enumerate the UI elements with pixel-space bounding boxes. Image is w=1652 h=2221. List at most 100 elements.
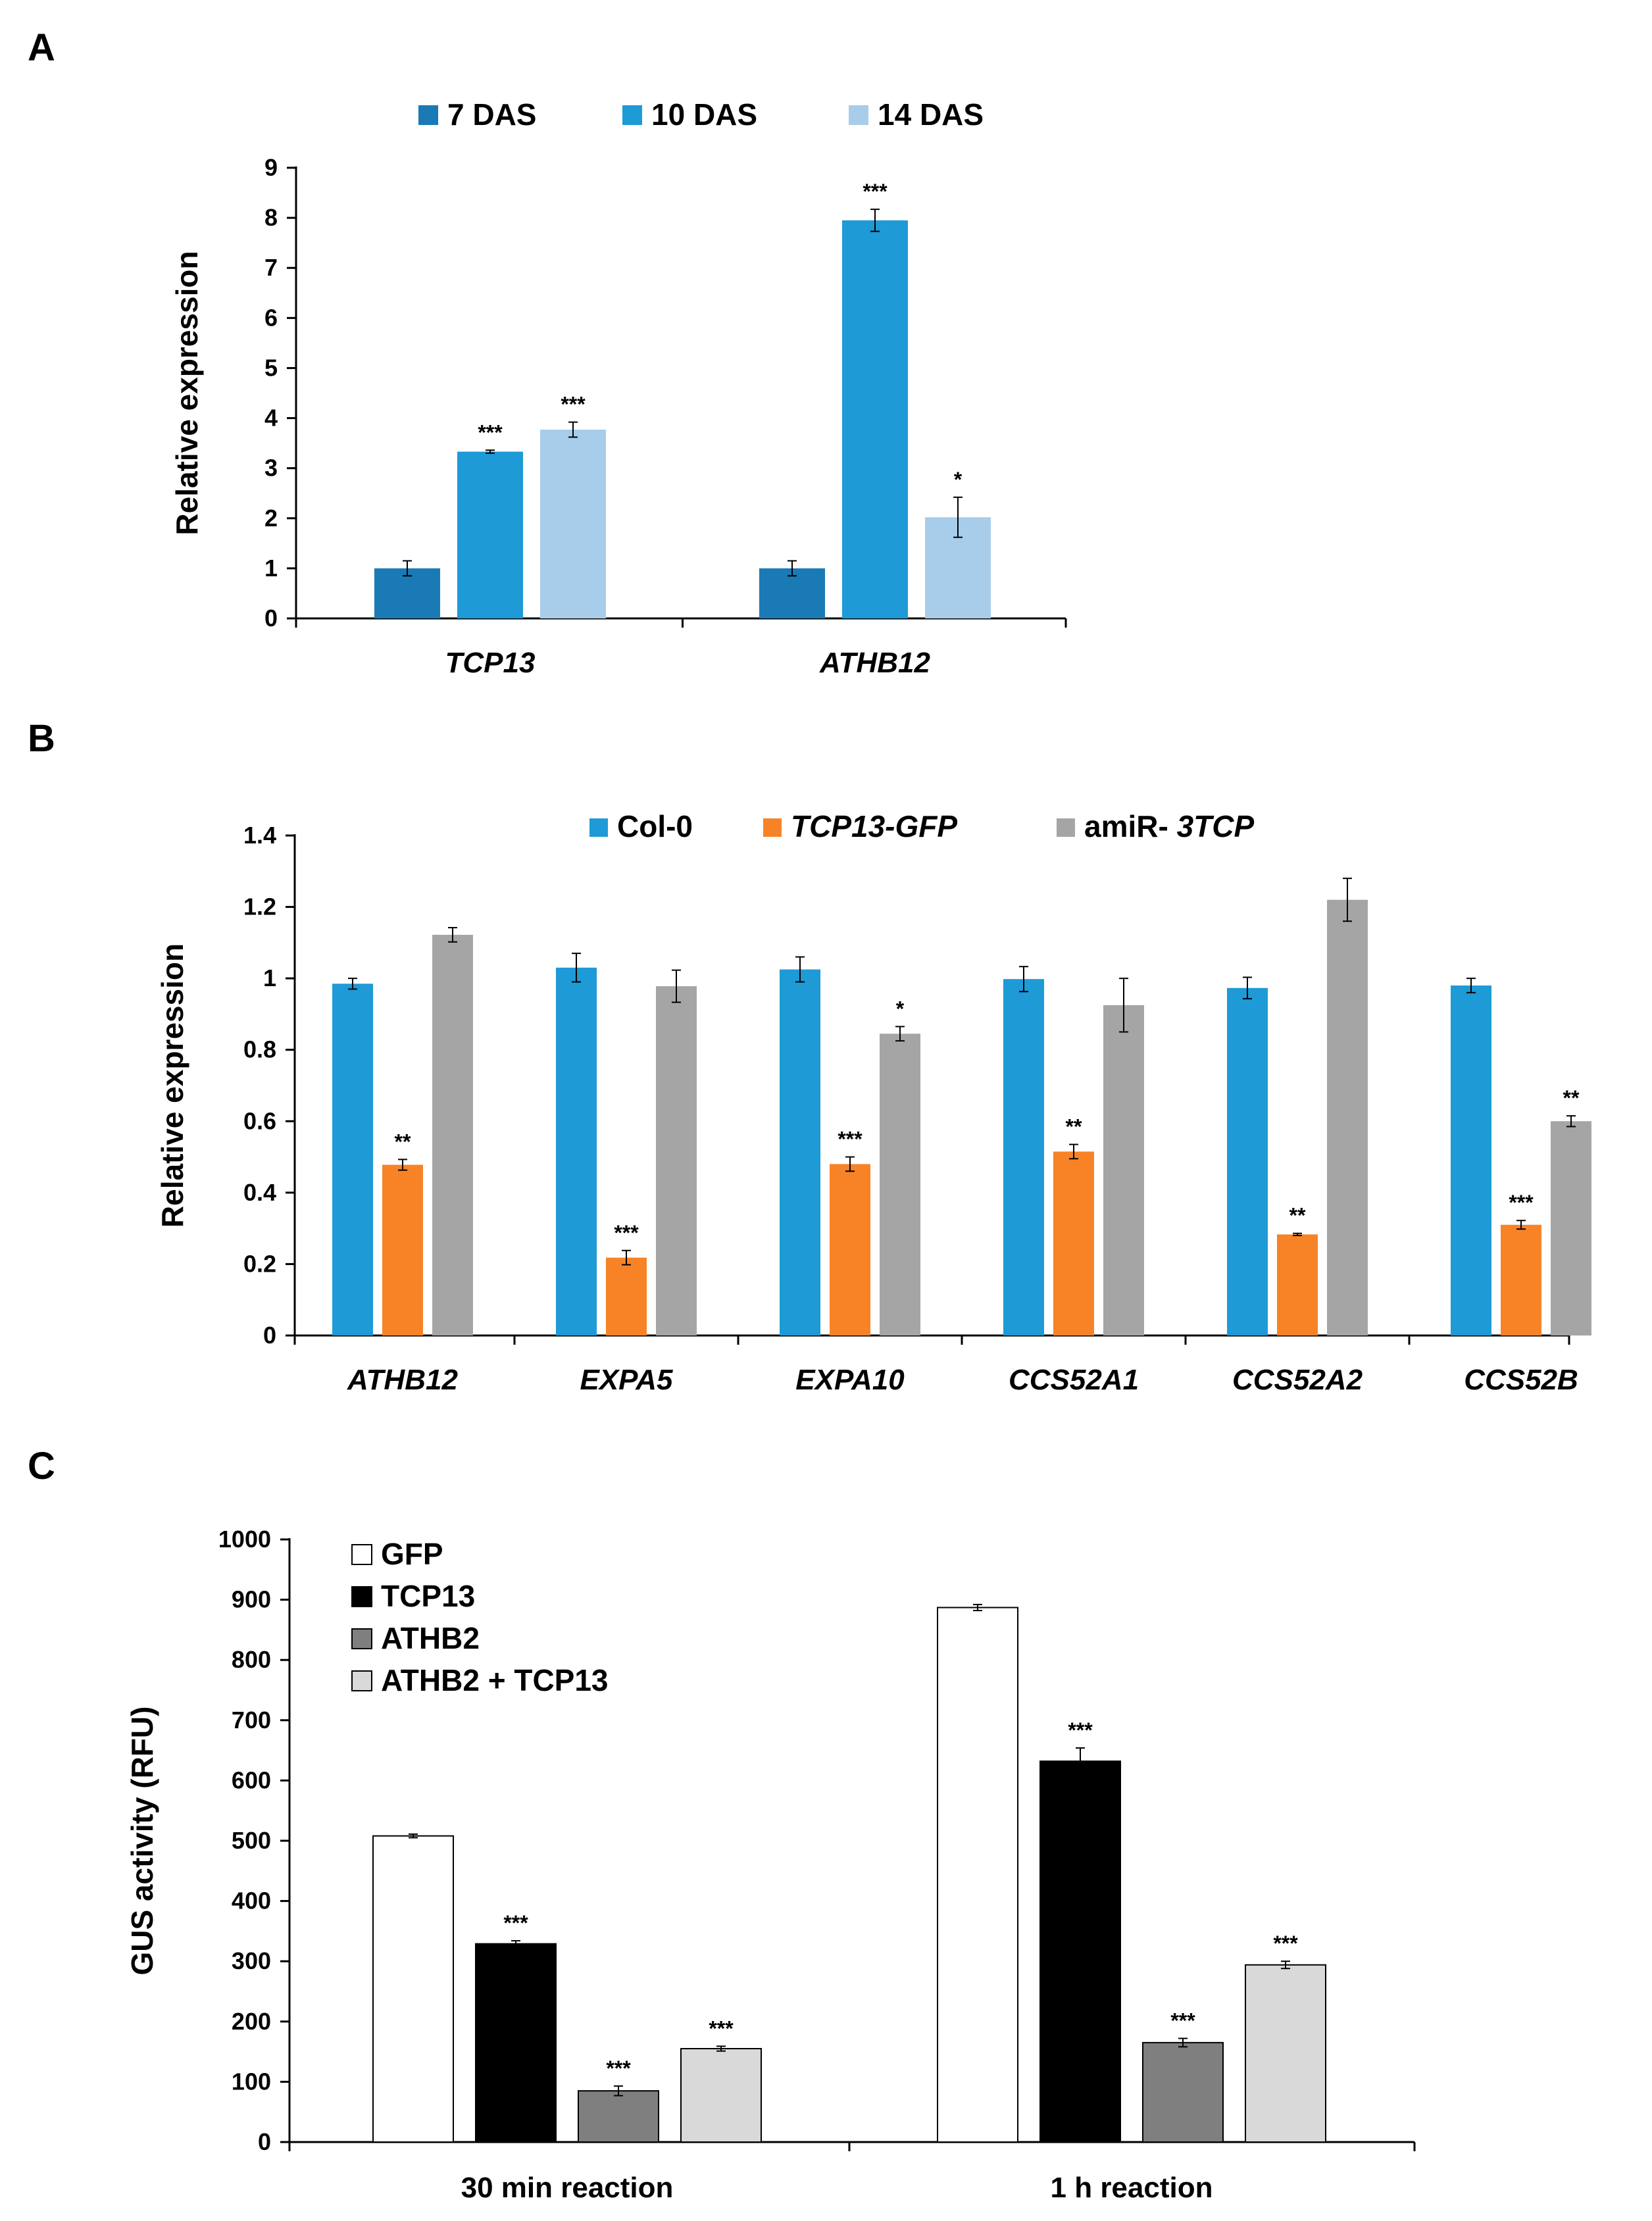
legend-swatch <box>351 1628 372 1649</box>
bar <box>1003 979 1044 1335</box>
legend-label: 7 DAS <box>447 97 536 132</box>
bar <box>1039 1760 1121 2143</box>
bar <box>880 1034 920 1335</box>
legend-swatch <box>849 105 868 125</box>
y-tick-label: 0.2 <box>243 1250 276 1277</box>
bar <box>374 568 440 618</box>
category-label: EXPA5 <box>580 1364 673 1396</box>
panel-c: C 0 100 200 300 400 500 600 700 800 900 1000 GUS act… <box>28 1445 1416 2204</box>
bar <box>1327 899 1368 1335</box>
significance-annotation: *** <box>1273 1932 1298 1955</box>
y-tick-label: 500 <box>232 1827 271 1854</box>
significance-annotation: *** <box>614 1221 639 1245</box>
y-tick-label: 2 <box>264 505 278 532</box>
legend-label: amiR- 3TCP <box>1084 809 1254 843</box>
significance-annotation: *** <box>1509 1191 1534 1214</box>
significance-annotation: ** <box>1066 1115 1082 1139</box>
bar <box>332 984 373 1335</box>
legend-label: TCP13-GFP <box>791 809 957 843</box>
significance-annotation: *** <box>478 420 503 444</box>
bar <box>759 568 825 618</box>
panel-letter: B <box>28 717 55 760</box>
y-tick-label: 8 <box>264 204 278 231</box>
category-label: CCS52A2 <box>1232 1364 1363 1396</box>
y-axis-label: Relative expression <box>170 251 204 535</box>
bar <box>1277 1234 1318 1335</box>
legend-swatch <box>351 1670 372 1691</box>
significance-annotation: *** <box>606 2057 631 2080</box>
significance-annotation: *** <box>503 1911 528 1935</box>
y-tick-label: 4 <box>264 405 278 432</box>
significance-annotation: *** <box>1170 2009 1195 2032</box>
y-tick-label: 200 <box>232 2008 271 2035</box>
legend-swatch <box>1057 818 1075 837</box>
bar <box>1103 1005 1144 1335</box>
legend-label: 10 DAS <box>651 97 757 132</box>
y-tick-label: 7 <box>264 254 278 281</box>
legend-label-name: Col-0 <box>617 809 693 843</box>
significance-annotation: *** <box>561 393 586 416</box>
significance-annotation: *** <box>709 2016 734 2040</box>
category-label: CCS52B <box>1464 1364 1578 1396</box>
bar <box>540 430 606 618</box>
significance-annotation: *** <box>863 180 888 203</box>
bar <box>680 2048 762 2143</box>
bar <box>1451 986 1491 1335</box>
bar <box>1551 1121 1591 1335</box>
legend-label-prefix: amiR- <box>1084 809 1177 843</box>
bar <box>556 967 597 1335</box>
category-label: EXPA10 <box>795 1364 905 1396</box>
bar <box>606 1257 647 1335</box>
significance-annotation: ** <box>1563 1086 1580 1110</box>
legend-label: TCP13 <box>381 1579 475 1613</box>
bar <box>578 2090 659 2143</box>
y-tick-label: 1.2 <box>243 893 276 920</box>
y-tick-label: 900 <box>232 1586 271 1613</box>
bar <box>830 1164 870 1335</box>
legend-swatch <box>622 105 642 125</box>
bar <box>1245 1964 1326 2143</box>
legend-swatch <box>589 818 608 837</box>
y-tick-label: 0 <box>258 2128 271 2155</box>
bar <box>1501 1224 1541 1335</box>
bar <box>1053 1151 1094 1335</box>
significance-annotation: ** <box>395 1130 411 1153</box>
legend-swatch <box>763 818 782 837</box>
category-label: TCP13 <box>445 647 536 679</box>
legend-label: GFP <box>381 1537 443 1571</box>
category-label: 1 h reaction <box>1051 2172 1213 2204</box>
y-tick-label: 1 <box>263 964 276 991</box>
y-tick-label: 100 <box>232 2068 271 2095</box>
legend: Col-0 TCP13-GFP amiR- 3TCP <box>589 809 1254 843</box>
legend: GFP TCP13 ATHB2 ATHB2 + TCP13 <box>351 1537 609 1697</box>
bar <box>457 451 523 618</box>
legend-label-italic: 3TCP <box>1177 809 1255 843</box>
legend-label: 14 DAS <box>878 97 984 132</box>
y-tick-label: 0.8 <box>243 1036 276 1063</box>
y-tick-label: 9 <box>264 154 278 181</box>
bar <box>842 220 908 619</box>
panel-b: B 0 0.2 0.4 0.6 0.8 1 1.2 1.4 Relative expression… <box>28 717 1591 1396</box>
y-tick-label: 600 <box>232 1766 271 1793</box>
y-tick-label: 1000 <box>218 1526 271 1553</box>
significance-annotation: ** <box>1289 1204 1306 1228</box>
y-tick-label: 300 <box>232 1947 271 1974</box>
legend-swatch <box>351 1586 372 1607</box>
y-tick-label: 800 <box>232 1646 271 1673</box>
legend-label: ATHB2 + TCP13 <box>381 1663 609 1697</box>
y-tick-label: 700 <box>232 1707 271 1734</box>
significance-annotation: * <box>954 468 963 491</box>
legend-swatch <box>418 105 438 125</box>
y-tick-label: 6 <box>264 304 278 331</box>
y-axis-label: GUS activity (RFU) <box>125 1707 159 1976</box>
significance-annotation: *** <box>838 1128 863 1151</box>
legend-label: Col-0 <box>617 809 693 843</box>
y-tick-label: 0 <box>263 1322 276 1349</box>
y-tick-label: 1.4 <box>243 822 276 849</box>
legend-label-italic: TCP13-GFP <box>791 809 957 843</box>
y-tick-label: 5 <box>264 354 278 381</box>
significance-annotation: * <box>896 997 905 1020</box>
bar <box>780 969 820 1335</box>
